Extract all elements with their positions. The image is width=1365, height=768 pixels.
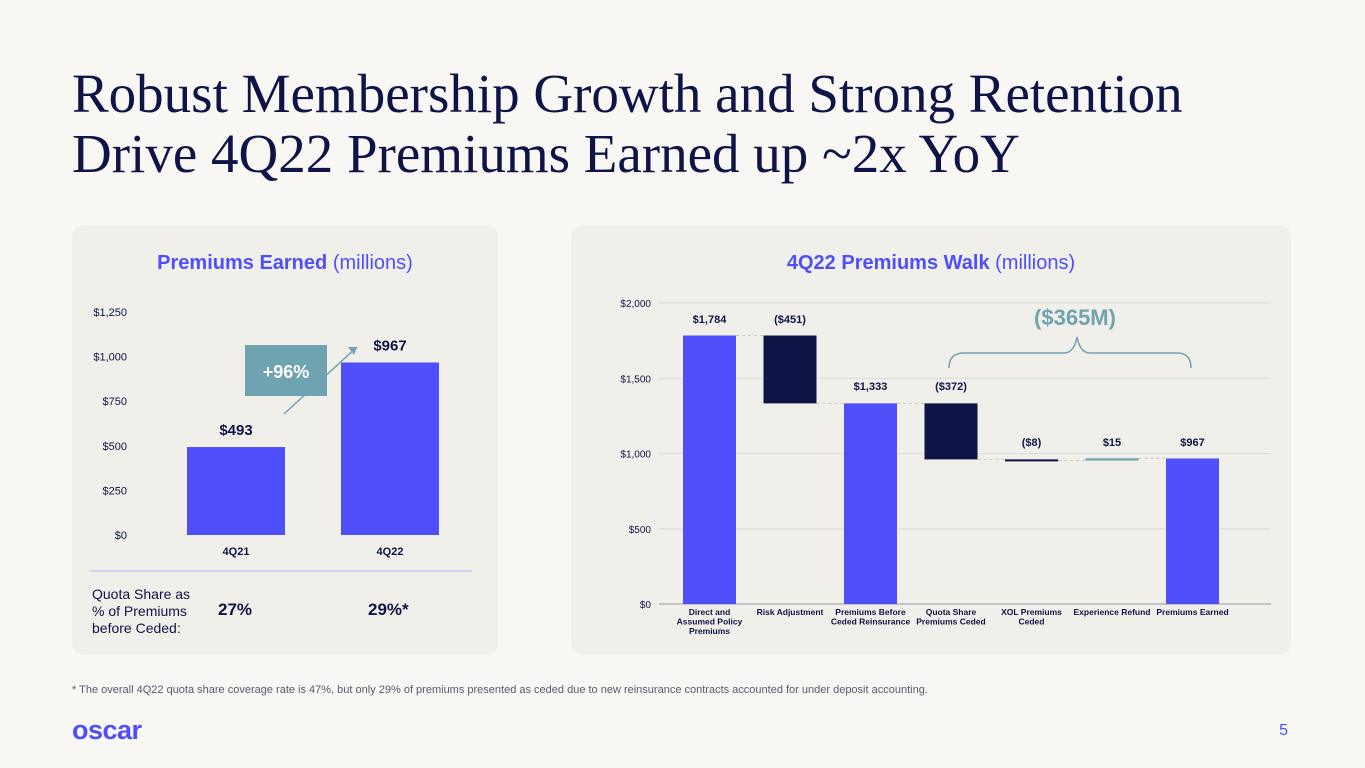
x-tick-label: Direct and	[689, 607, 731, 617]
data-label: $1,333	[854, 381, 888, 393]
y-tick-label: $1,000	[620, 450, 651, 461]
data-label: $967	[1180, 437, 1204, 449]
data-label: ($8)	[1022, 437, 1042, 449]
y-tick-label: $0	[115, 530, 127, 542]
y-tick-label: $250	[103, 485, 127, 497]
data-label: ($372)	[935, 381, 967, 393]
x-tick-label: Premiums Ceded	[916, 617, 985, 627]
brace-bracket	[948, 336, 1192, 369]
y-tick-label: $500	[629, 525, 652, 536]
quota-share-value-4q22: 29%*	[368, 600, 409, 619]
premiums-earned-title: Premiums Earned (millions)	[72, 252, 498, 275]
x-tick-label: Experience Refund	[1074, 607, 1151, 617]
x-tick-label: 4Q22	[377, 546, 404, 558]
data-label: ($451)	[774, 314, 806, 326]
data-label: $493	[219, 422, 252, 439]
footnote: * The overall 4Q22 quota share coverage …	[72, 684, 928, 696]
y-tick-label: $500	[103, 441, 127, 453]
slide-title-line-1: Robust Membership Growth and Strong Rete…	[72, 63, 1183, 124]
oscar-logo: oscar	[72, 715, 142, 745]
premiums-walk-title-units: (millions)	[995, 252, 1076, 274]
premiums-earned-title-units: (millions)	[332, 252, 413, 274]
bar-4q22	[341, 362, 439, 535]
waterfall-bar	[1005, 459, 1058, 462]
premiums-walk-title: 4Q22 Premiums Walk (millions)	[571, 252, 1291, 275]
growth-badge-label: +96%	[263, 362, 310, 382]
slide-title-line-2: Drive 4Q22 Premiums Earned up ~2x YoY	[72, 123, 1020, 184]
page-number: 5	[1279, 722, 1288, 739]
waterfall-bar	[1085, 458, 1139, 461]
growth-badge	[245, 345, 327, 396]
premiums-walk-chart: $0 $500 $1,000 $1,500 $2,000 $1,784 Direct and…	[620, 299, 1271, 636]
x-tick-label: 4Q21	[223, 546, 250, 558]
data-label: $967	[373, 337, 406, 354]
x-tick-label: Ceded Reinsurance	[831, 617, 911, 627]
y-tick-label: $0	[640, 600, 652, 611]
quota-share-label: Quota Share as % of Premiums before Cede…	[92, 586, 191, 636]
waterfall-bar	[924, 403, 978, 460]
data-label: $1,784	[693, 314, 728, 326]
quota-share-value-4q21: 27%	[218, 600, 253, 619]
y-tick-label: $750	[103, 396, 127, 408]
x-tick-label: Ceded	[1019, 617, 1045, 627]
y-tick-label: $2,000	[620, 299, 651, 310]
y-tick-label: $1,500	[620, 374, 651, 385]
slide-title: Robust Membership Growth and Strong Rete…	[72, 64, 1292, 184]
x-tick-label: XOL Premiums	[1001, 607, 1062, 617]
premiums-earned-title-bold: Premiums Earned	[157, 252, 328, 274]
x-tick-label: Premiums Earned	[1156, 607, 1228, 617]
brace-label: ($365M)	[1034, 305, 1116, 330]
x-tick-label: Assumed Policy	[677, 617, 743, 627]
data-label: $15	[1103, 437, 1121, 449]
waterfall-bar	[763, 335, 817, 404]
premiums-earned-card: Premiums Earned (millions) $0 $250 $500 $75…	[72, 225, 498, 655]
bar-4q21	[187, 447, 285, 535]
premiums-walk-card: 4Q22 Premiums Walk (millions) $0 $500 $1,0…	[571, 225, 1291, 655]
x-tick-label: Quota Share	[926, 607, 977, 617]
premiums-walk-title-bold: 4Q22 Premiums Walk	[786, 252, 990, 274]
x-tick-label: Premiums Before	[835, 607, 906, 617]
premiums-earned-chart: $0 $250 $500 $750 $1,000 $1,250 $493 4Q21 $967 4Q…	[90, 307, 472, 572]
y-tick-label: $1,000	[93, 352, 127, 364]
x-tick-label: Risk Adjustment	[757, 607, 824, 617]
waterfall-bar	[683, 335, 736, 604]
growth-arrow-head	[348, 347, 357, 355]
waterfall-bar	[1166, 458, 1219, 604]
waterfall-bar	[844, 403, 897, 604]
x-tick-label: Premiums	[689, 626, 730, 636]
y-tick-label: $1,250	[93, 307, 127, 319]
